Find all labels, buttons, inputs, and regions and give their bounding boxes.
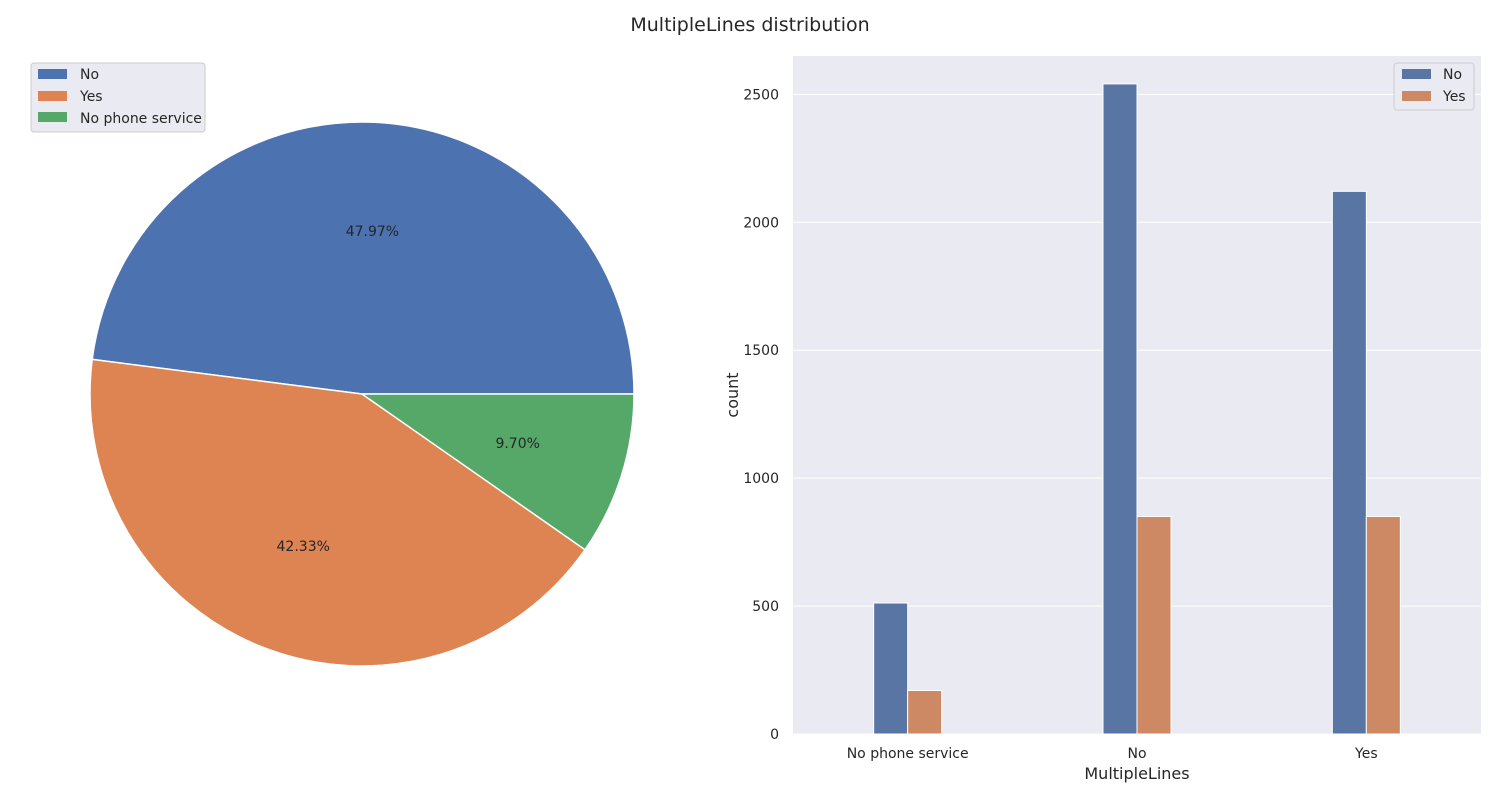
pie-value-label-no: 47.97% bbox=[346, 224, 399, 240]
bar-y-tick-1500: 1500 bbox=[743, 343, 779, 359]
bar-y-tick-500: 500 bbox=[752, 599, 779, 615]
bar-yes-no bbox=[1331, 190, 1367, 735]
bar-no-no bbox=[1102, 83, 1138, 735]
bar-x-tick-no: No bbox=[1127, 746, 1146, 762]
bar-x-tick-no-phone-service: No phone service bbox=[847, 746, 969, 762]
bar-x-tick-labels: No phone service No Yes bbox=[847, 746, 1378, 762]
pie-slice-no-phone-service bbox=[359, 393, 635, 551]
bar-no-phone-service-no bbox=[873, 602, 909, 735]
bar-legend: No Yes bbox=[1393, 62, 1475, 111]
pie-slices bbox=[89, 121, 635, 667]
bar-y-axis-label: count bbox=[723, 372, 742, 417]
pie-legend-box bbox=[30, 62, 206, 133]
bar-legend-swatch-no bbox=[1402, 69, 1431, 79]
pie-legend-label-yes: Yes bbox=[79, 89, 103, 105]
bar-yes-yes bbox=[1365, 516, 1401, 735]
pie-chart: 47.97% 42.33% 9.70% bbox=[89, 121, 635, 667]
pie-legend-swatch-yes bbox=[38, 91, 67, 101]
pie-legend: No Yes No phone service bbox=[30, 62, 206, 133]
pie-legend-label-no: No bbox=[80, 67, 99, 83]
pie-value-label-yes: 42.33% bbox=[277, 539, 330, 555]
bar-y-tick-2500: 2500 bbox=[743, 87, 779, 103]
bar-y-tick-0: 0 bbox=[770, 727, 779, 743]
bar-legend-label-yes: Yes bbox=[1442, 89, 1466, 105]
pie-legend-label-no-phone-service: No phone service bbox=[80, 111, 202, 127]
bar-y-tick-2000: 2000 bbox=[743, 215, 779, 231]
bar-legend-swatch-yes bbox=[1402, 91, 1431, 101]
bar-x-axis-label: MultipleLines bbox=[1084, 764, 1189, 783]
bar-x-tick-yes: Yes bbox=[1354, 746, 1378, 762]
bar-no-phone-service-yes bbox=[907, 690, 943, 735]
pie-slice-yes bbox=[89, 358, 587, 667]
pie-value-label-no-phone-service: 9.70% bbox=[495, 436, 539, 452]
bar-no-yes bbox=[1136, 516, 1172, 735]
bar-y-tick-labels: 0 500 1000 1500 2000 2500 bbox=[743, 87, 779, 743]
pie-legend-swatch-no bbox=[38, 69, 67, 79]
pie-slice-no bbox=[91, 121, 635, 395]
bar-chart: 0 500 1000 1500 2000 2500 No phone service No Y… bbox=[723, 56, 1481, 783]
bar-y-tick-1000: 1000 bbox=[743, 471, 779, 487]
pie-value-labels: 47.97% 42.33% 9.70% bbox=[277, 224, 540, 555]
bar-bars bbox=[873, 83, 1401, 735]
figure-title: MultipleLines distribution bbox=[630, 14, 869, 36]
pie-legend-swatch-no-phone-service bbox=[38, 112, 67, 122]
bar-legend-label-no: No bbox=[1443, 67, 1462, 83]
